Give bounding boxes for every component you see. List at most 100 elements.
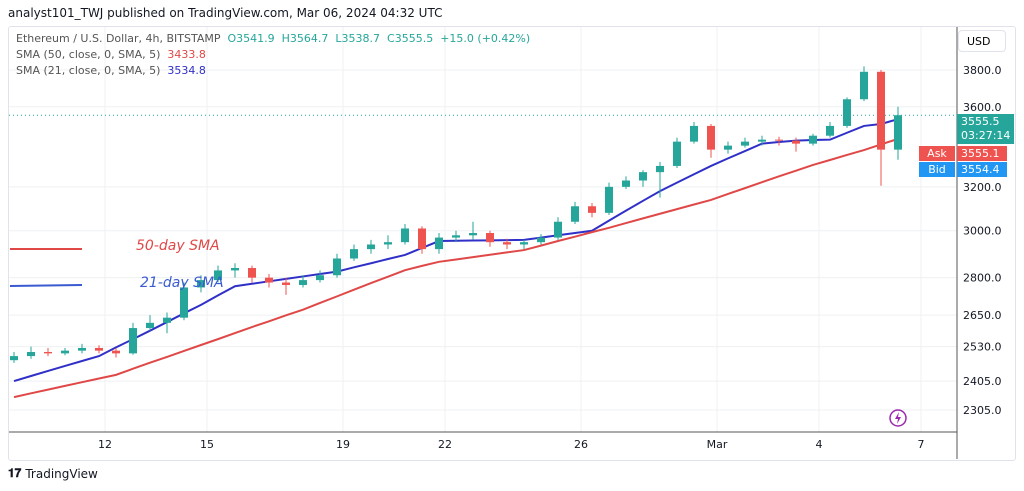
candle-body (860, 71, 868, 100)
bid-price: 3554.4 (957, 162, 1007, 177)
candle (418, 226, 426, 254)
currency-button[interactable]: USD (958, 30, 1006, 52)
candle-body (299, 280, 307, 285)
bid-label: Bid (919, 162, 955, 177)
candle-body (435, 237, 443, 250)
candle (197, 275, 205, 293)
candle-body (452, 235, 460, 238)
ohlc-close: C3555.5 (387, 32, 434, 45)
candle-body (724, 145, 732, 150)
candle (231, 263, 239, 278)
last-price-tag: 3555.5 03:27:14 (957, 114, 1015, 144)
y-tick-label: 2650.0 (963, 309, 1002, 322)
footer-brand[interactable]: 𝟏𝟕 TradingView (8, 466, 98, 481)
candle (860, 66, 868, 102)
candle-body (605, 186, 613, 213)
candle (520, 239, 528, 250)
x-tick-label: Mar (707, 438, 728, 451)
candle (639, 170, 647, 187)
candle-body (673, 141, 681, 166)
ask-label: Ask (919, 146, 955, 161)
candle (316, 270, 324, 283)
symbol-title[interactable]: Ethereum / U.S. Dollar, 4h, BITSTAMP (16, 32, 221, 45)
candle-body (163, 317, 171, 323)
candle (775, 136, 783, 146)
candle-body (469, 233, 477, 236)
candle (129, 322, 137, 355)
candle-body (775, 139, 783, 141)
candle (758, 135, 766, 146)
candle (214, 265, 222, 283)
candle (299, 275, 307, 288)
candle-body (554, 221, 562, 238)
chart-frame (8, 26, 1016, 461)
candle (605, 182, 613, 216)
candle (690, 122, 698, 144)
lightning-icon-bolt (895, 412, 901, 424)
candle-body (758, 139, 766, 142)
x-tick-label: 12 (98, 438, 112, 451)
candle-body (316, 275, 324, 281)
ask-price: 3555.1 (957, 146, 1007, 161)
x-tick-label: 4 (816, 438, 823, 451)
candle-body (248, 268, 256, 278)
candle-body (843, 99, 851, 126)
candle (44, 347, 52, 357)
candle-body (401, 228, 409, 243)
sma21-annotation: 21-day SMA (140, 275, 224, 291)
candle (95, 345, 103, 354)
candle (843, 97, 851, 128)
candle (282, 277, 290, 295)
ohlc-low: L3538.7 (335, 32, 381, 45)
candle-body (809, 135, 817, 144)
sma21-value: 3534.8 (167, 64, 206, 77)
candle (622, 176, 630, 189)
sma21-annotation-line (9, 284, 83, 287)
candle (452, 230, 460, 243)
x-tick-label: 22 (438, 438, 452, 451)
candle-body (792, 140, 800, 144)
bar-countdown: 03:27:14 (961, 129, 1011, 142)
candle-body (10, 356, 18, 361)
candle (554, 217, 562, 240)
candle-body (367, 244, 375, 250)
candle-body (333, 258, 341, 276)
lightning-icon (889, 409, 907, 427)
candle (384, 235, 392, 250)
candle (163, 312, 171, 334)
chart-legend: Ethereum / U.S. Dollar, 4h, BITSTAMP O35… (16, 31, 530, 79)
y-tick-label: 3000.0 (963, 225, 1002, 238)
candle (809, 133, 817, 146)
sma50-label: SMA (50, close, 0, SMA, 5) (16, 48, 161, 61)
candle (503, 238, 511, 250)
candle (78, 343, 86, 354)
ohlc-change: +15.0 (+0.42%) (440, 32, 531, 45)
candle-body (44, 352, 52, 354)
candle-body (146, 322, 154, 329)
candle (707, 123, 715, 158)
candle (112, 347, 120, 358)
candle-body (95, 347, 103, 351)
candle (792, 137, 800, 152)
candle-body (826, 125, 834, 136)
candle-body (741, 141, 749, 146)
y-tick-label: 2800.0 (963, 272, 1002, 285)
y-tick-label: 3800.0 (963, 64, 1002, 77)
candle-body (231, 268, 239, 271)
sma21-legend[interactable]: SMA (21, close, 0, SMA, 5) 3534.8 (16, 63, 530, 79)
candle-body (877, 71, 885, 150)
candle (673, 137, 681, 168)
sma50-value: 3433.8 (167, 48, 206, 61)
candle-body (418, 228, 426, 250)
candle (61, 347, 69, 356)
candle (724, 141, 732, 154)
candle (877, 70, 885, 186)
brand-name: TradingView (25, 466, 98, 481)
sma50-legend[interactable]: SMA (50, close, 0, SMA, 5) 3433.8 (16, 47, 530, 63)
candle-body (350, 249, 358, 259)
candle (435, 233, 443, 254)
y-tick-label: 2405.0 (963, 375, 1002, 388)
tradingview-logo-icon: 𝟏𝟕 (8, 466, 22, 480)
candle-body (520, 242, 528, 245)
